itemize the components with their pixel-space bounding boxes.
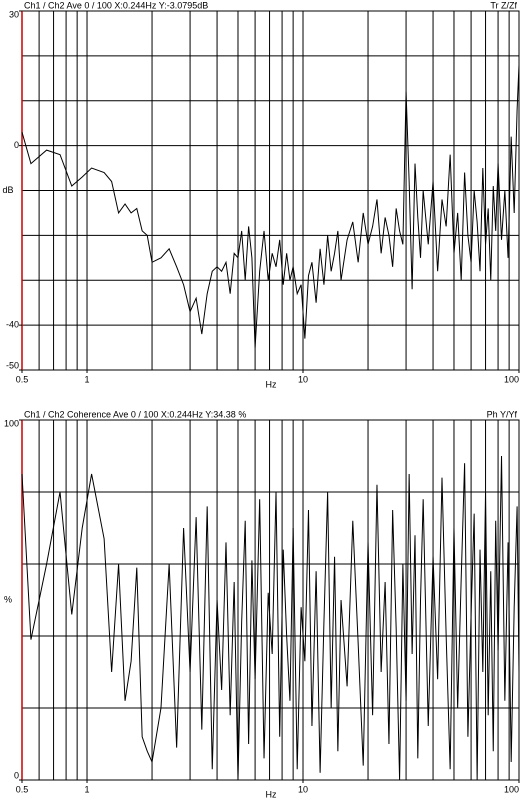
x-tick-label: 10 [298,784,308,794]
y-tick-label: 100 [4,418,19,428]
x-tick-label: 100 [504,374,519,384]
data-line [21,455,520,781]
x-tick-label: 100 [504,784,519,794]
plot-frame [21,419,520,781]
title-background [23,0,210,11]
x-tick-label: 1 [85,784,90,794]
title-background [23,409,248,420]
trace-label: Ph Y/Yf [487,409,518,419]
x-axis-label: Hz [266,379,277,389]
x-tick-label: 1 [85,374,90,384]
x-tick-label: 0.5 [16,784,29,794]
y-tick-label: -50 [6,360,19,370]
y-axis-label: % [4,594,12,604]
x-axis-label: Hz [266,789,277,799]
x-tick-label: 0.5 [16,374,29,384]
y-axis-label: dB [2,185,13,195]
chart-title: Ch1 / Ch2 Ave 0 / 100 X:0.244Hz Y:-3.079… [24,0,208,10]
data-line [21,64,520,348]
y-tick-label: 30 [9,9,19,19]
y-tick-label: 0 [14,140,19,150]
trace-label: Tr Z/Zf [490,0,517,10]
x-tick-label: 10 [298,374,308,384]
y-tick-label: -40 [6,320,19,330]
chart-title: Ch1 / Ch2 Coherence Ave 0 / 100 X:0.244H… [24,409,246,419]
y-tick-label: 0 [14,770,19,780]
